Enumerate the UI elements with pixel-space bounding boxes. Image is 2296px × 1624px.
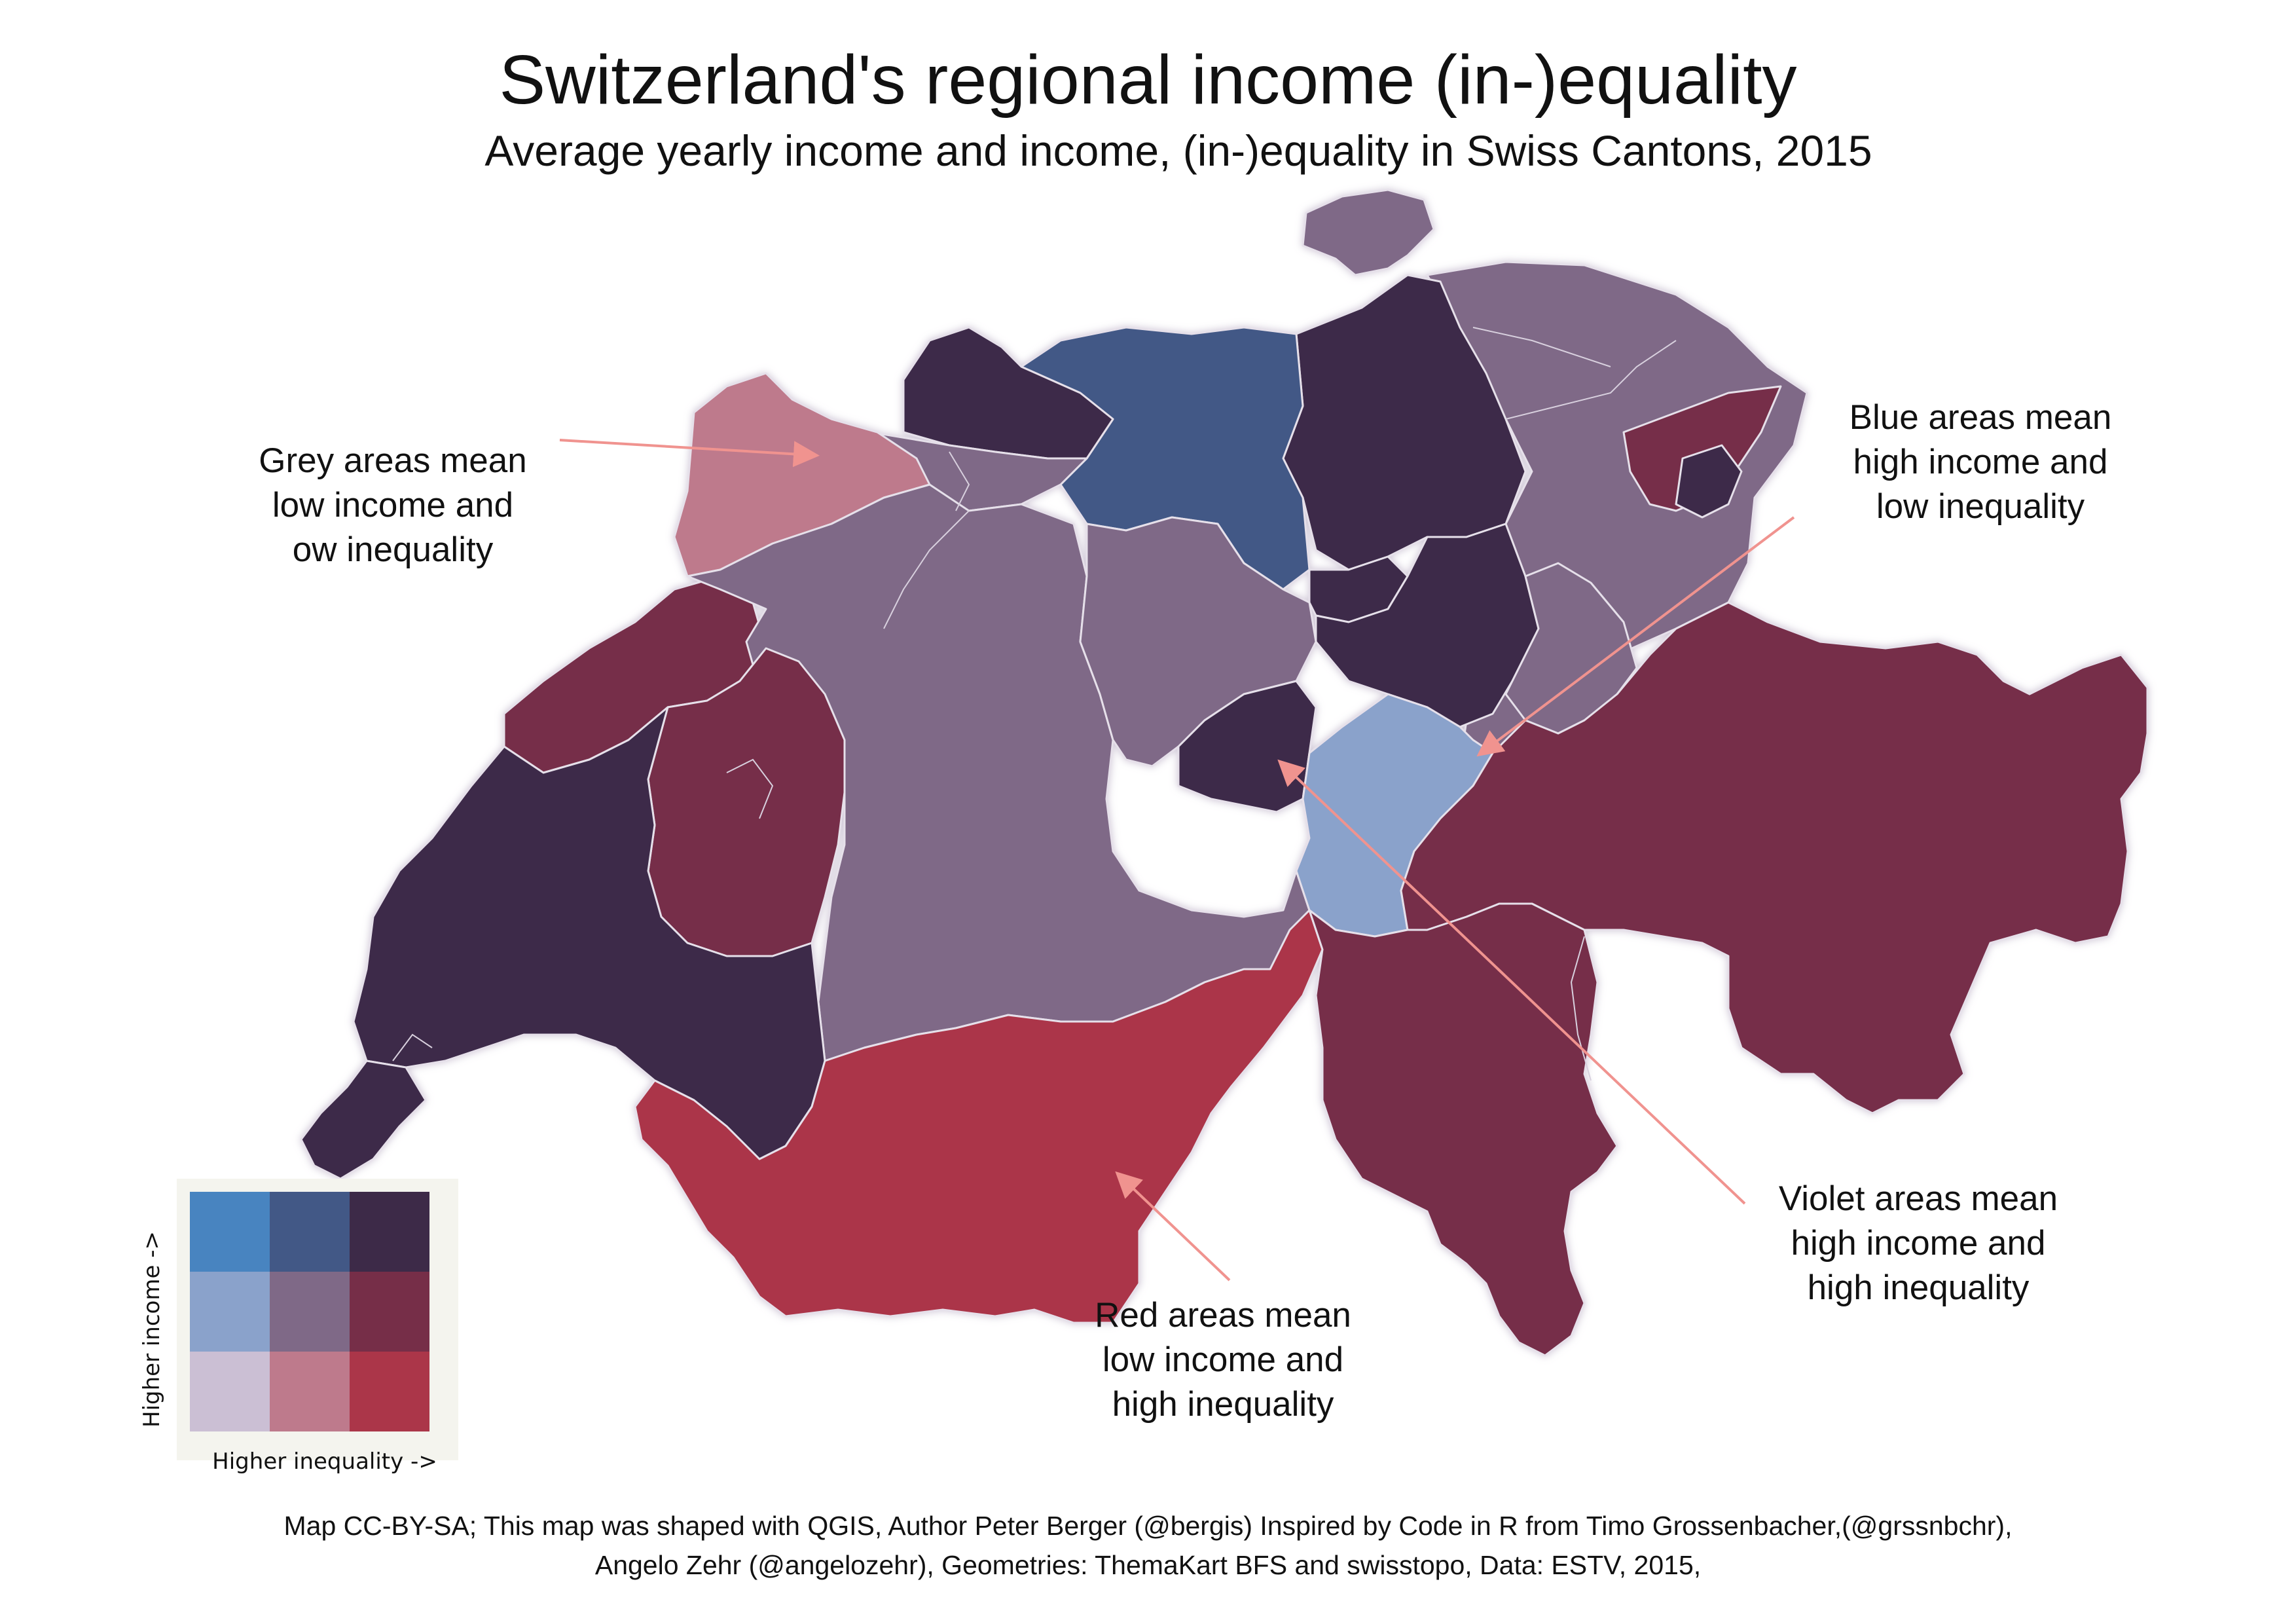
canton-appenzell-ai: [1675, 444, 1743, 519]
cantons: [300, 189, 2149, 1357]
canton-valais: [634, 909, 1324, 1324]
legend-cell-r1c2: [350, 1272, 429, 1352]
map-subtitle: Average yearly income and income, (in-)e…: [484, 126, 1872, 175]
legend-cell-r2c0: [190, 1352, 270, 1431]
legend-cell-r2c1: [270, 1352, 350, 1431]
footer-line-1: Map CC-BY-SA; This map was shaped with Q…: [283, 1511, 2013, 1541]
footer-line-2: Angelo Zehr (@angelozehr), Geometries: T…: [594, 1550, 1702, 1580]
canton-geneva: [300, 1060, 427, 1180]
canton-ticino: [1308, 902, 1618, 1357]
annotation-red: Red areas mean low income and high inequ…: [1095, 1296, 1351, 1424]
footer-credits: Map CC-BY-SA; This map was shaped with Q…: [0, 1506, 2296, 1585]
legend-cell-r0c2: [350, 1192, 429, 1272]
arrow-grey: [559, 439, 820, 468]
annotation-grey: Grey areas mean low income and ow inequa…: [259, 441, 527, 569]
arrow-blue: [1476, 516, 1795, 757]
bivariate-legend: [177, 1179, 458, 1460]
canton-schaffhausen: [1302, 189, 1435, 276]
legend-cell-r1c0: [190, 1272, 270, 1352]
legend-cell-r2c2: [350, 1352, 429, 1431]
legend-y-label: Higher income ->: [139, 1231, 165, 1428]
legend-x-label: Higher inequality ->: [212, 1449, 437, 1475]
legend-cell-r1c1: [270, 1272, 350, 1352]
annotation-arrows: [559, 439, 1795, 1282]
legend-cell-r0c0: [190, 1192, 270, 1272]
internal-boundaries: [392, 327, 1677, 1081]
annotation-violet: Violet areas mean high income and high i…: [1778, 1179, 2058, 1307]
annotation-blue: Blue areas mean high income and low ineq…: [1849, 398, 2112, 526]
arrow-violet: [1277, 759, 1746, 1205]
arrow-red: [1115, 1171, 1231, 1282]
legend-cell-r0c1: [270, 1192, 350, 1272]
map-title: Switzerland's regional income (in-)equal…: [499, 41, 1797, 119]
